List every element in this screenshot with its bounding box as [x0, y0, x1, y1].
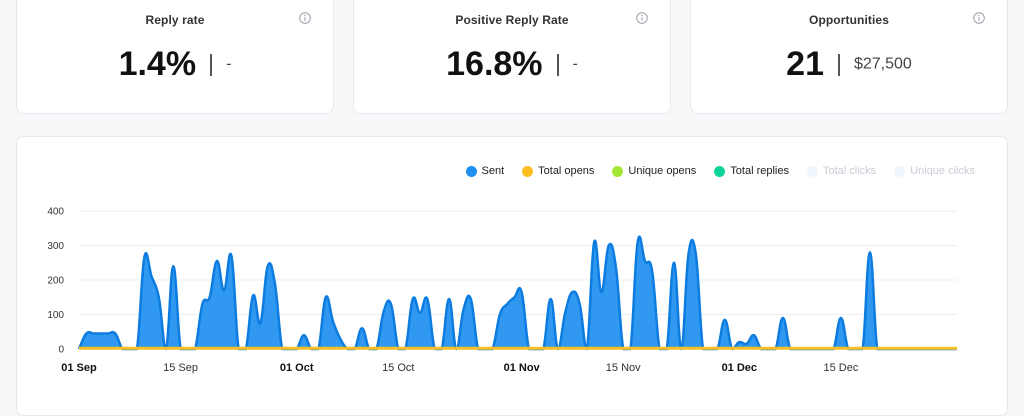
x-tick-label: 15 Sep: [163, 362, 198, 374]
info-icon[interactable]: [973, 12, 985, 24]
info-icon[interactable]: [299, 12, 311, 24]
legend-dot: [894, 165, 906, 177]
legend-label: Total opens: [538, 165, 595, 177]
legend-item-sent[interactable]: Sent: [465, 165, 505, 177]
card-title: Opportunities: [809, 13, 889, 27]
y-tick-label: 200: [47, 276, 64, 287]
positive-reply-rate-secondary: -: [572, 55, 578, 73]
x-tick-label: 15 Oct: [382, 362, 414, 374]
chart-legend: Sent Total opens Unique opens Total repl…: [465, 165, 975, 177]
x-tick-label: 15 Nov: [606, 362, 641, 374]
x-tick-label: 01 Oct: [280, 362, 314, 374]
x-tick-label: 01 Sep: [61, 362, 97, 374]
positive-reply-rate-card: Positive Reply Rate 16.8% -: [353, 0, 671, 114]
x-tick-label: 01 Nov: [504, 362, 541, 374]
legend-item-unique-clicks[interactable]: Unique clicks: [894, 165, 975, 177]
opportunities-card: Opportunities 21 $27,500: [690, 0, 1008, 114]
divider: [210, 53, 213, 76]
positive-reply-rate-value: 16.8%: [446, 45, 543, 83]
card-value-row: 1.4% -: [17, 45, 333, 84]
stats-cards: Reply rate 1.4% - Positive Reply Rate 16.…: [16, 0, 1008, 114]
legend-label: Total replies: [730, 165, 789, 177]
divider: [837, 53, 840, 76]
divider: [556, 53, 559, 76]
card-value-row: 21 $27,500: [691, 45, 1007, 84]
card-title: Reply rate: [145, 13, 205, 27]
reply-rate-value: 1.4%: [118, 45, 197, 83]
legend-dot: [522, 165, 534, 177]
analytics-chart-card: Sent Total opens Unique opens Total repl…: [16, 136, 1008, 416]
legend-dot: [465, 165, 477, 177]
reply-rate-card: Reply rate 1.4% -: [16, 0, 334, 114]
reply-rate-secondary: -: [226, 55, 232, 73]
y-tick-label: 0: [58, 345, 64, 356]
opportunities-value: 21: [786, 45, 824, 83]
opportunities-amount: $27,500: [853, 55, 912, 73]
card-value-row: 16.8% -: [354, 45, 670, 84]
x-tick-label: 15 Dec: [823, 362, 858, 374]
legend-label: Unique opens: [628, 165, 697, 177]
legend-label: Unique clicks: [910, 165, 975, 177]
legend-dot: [612, 165, 624, 177]
info-icon[interactable]: [636, 12, 648, 24]
legend-item-unique-opens[interactable]: Unique opens: [612, 165, 696, 177]
legend-item-total-replies[interactable]: Total replies: [714, 165, 789, 177]
y-tick-label: 300: [47, 241, 64, 252]
legend-item-total-opens[interactable]: Total opens: [522, 165, 594, 177]
card-title: Positive Reply Rate: [455, 13, 569, 27]
y-tick-label: 400: [47, 207, 64, 218]
legend-dot: [714, 165, 726, 177]
area-chart: 0 100 200 300 400 01 Sep 15 Sep 01 Oct 15 Oct 01 …: [47, 207, 957, 374]
legend-label: Sent: [481, 165, 505, 177]
x-tick-label: 01 Dec: [722, 362, 757, 374]
legend-label: Total clicks: [823, 165, 877, 177]
y-tick-label: 100: [47, 310, 64, 321]
legend-dot: [807, 165, 818, 177]
legend-item-total-clicks[interactable]: Total clicks: [807, 165, 876, 177]
